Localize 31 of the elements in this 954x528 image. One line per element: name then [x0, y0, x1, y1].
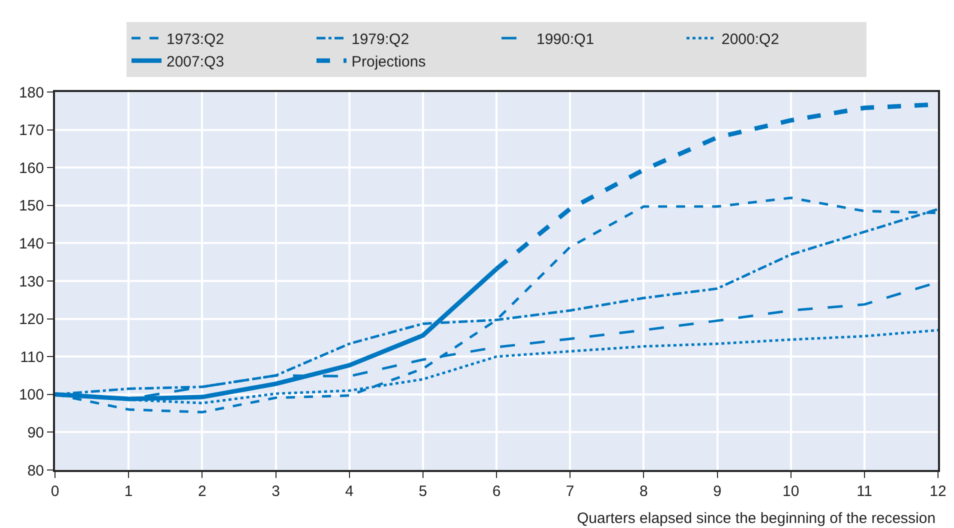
- x-tick-label: 4: [345, 483, 354, 500]
- x-tick-label: 11: [856, 483, 872, 500]
- y-tick-label: 180: [18, 84, 44, 102]
- x-tick-label: 10: [782, 483, 800, 500]
- x-tick-label: 2: [198, 483, 206, 500]
- legend-label: 1973:Q2: [166, 30, 224, 48]
- x-tick-label: 12: [930, 483, 946, 500]
- x-tick-label: 5: [418, 483, 428, 500]
- y-tick-label: 80: [27, 462, 44, 480]
- x-tick-label: 8: [640, 483, 648, 500]
- x-tick-label: 1: [124, 483, 133, 500]
- legend-label: 1979:Q2: [352, 30, 410, 48]
- x-tick-label: 6: [492, 483, 501, 500]
- y-tick-label: 160: [18, 160, 44, 177]
- y-tick-label: 120: [18, 311, 44, 328]
- y-tick-label: 140: [18, 235, 44, 252]
- y-tick-label: 90: [27, 424, 44, 442]
- y-tick-label: 170: [18, 122, 44, 140]
- x-tick-label: 7: [566, 483, 574, 500]
- legend-label: 2007:Q3: [166, 53, 224, 70]
- y-tick-label: 110: [20, 348, 44, 366]
- x-tick-label: 0: [50, 483, 60, 500]
- legend-label: 2000:Q2: [722, 30, 780, 48]
- legend-label: 1990:Q1: [536, 30, 594, 48]
- x-tick-label: 9: [713, 483, 722, 500]
- y-tick-label: 130: [18, 273, 44, 290]
- x-axis-title: Quarters elapsed since the beginning of the recession: [577, 510, 936, 527]
- y-tick-label: 100: [18, 386, 44, 404]
- y-tick-label: 150: [18, 198, 44, 215]
- x-tick-label: 3: [272, 483, 280, 500]
- legend-label: Projections: [352, 53, 426, 70]
